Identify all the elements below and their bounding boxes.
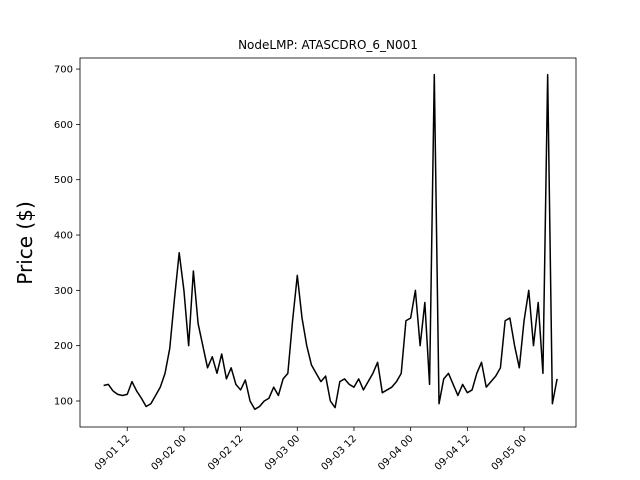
y-tick-label: 500 [54,175,73,186]
y-axis-label: Price ($) [13,201,37,284]
y-tick-label: 100 [54,396,73,407]
series-line [103,73,558,411]
y-tick-label: 700 [54,65,73,76]
y-tick-label: 200 [54,341,73,352]
chart-title: NodeLMP: ATASCDRO_6_N001 [238,38,418,52]
y-tick-label: 300 [54,286,73,297]
y-tick-label: 600 [54,120,73,131]
plot-frame [79,57,577,428]
y-tick-label: 400 [54,231,73,242]
